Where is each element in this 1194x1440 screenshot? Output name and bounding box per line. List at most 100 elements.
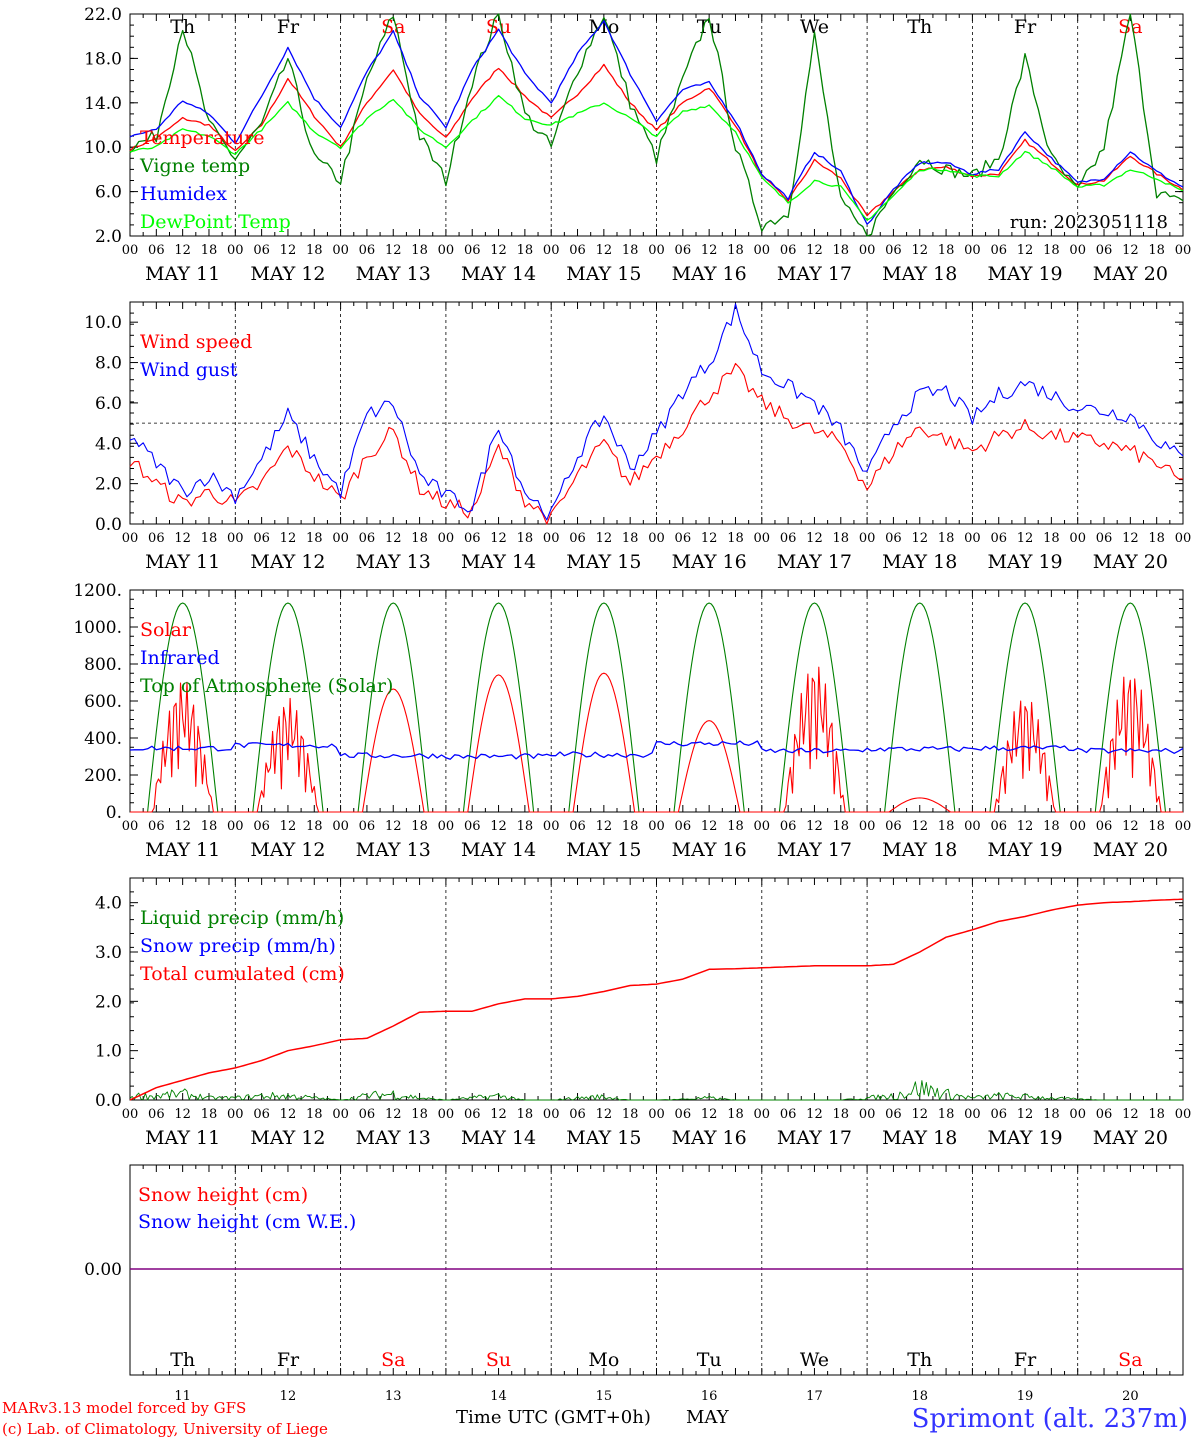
- weekday-label: Sa: [381, 16, 405, 38]
- date-label: MAY 15: [566, 839, 641, 861]
- hour-tick-label: 12: [806, 819, 823, 834]
- hour-tick-label: 12: [490, 531, 507, 546]
- date-label: MAY 20: [1093, 551, 1168, 573]
- hour-tick-label: 12: [911, 531, 928, 546]
- wind-y-tick-label: 10.0: [84, 313, 122, 333]
- hour-tick-label: 00: [648, 243, 665, 258]
- hour-tick-label: 12: [911, 243, 928, 258]
- weekday-label: We: [800, 1349, 829, 1371]
- hour-tick-label: 18: [201, 819, 218, 834]
- hour-tick-label: 00: [227, 819, 244, 834]
- hour-tick-label: 06: [885, 531, 902, 546]
- temperature-y-tick-label: 10.0: [84, 138, 122, 158]
- hour-tick-label: 18: [622, 531, 639, 546]
- hour-tick-label: 12: [596, 243, 613, 258]
- hour-tick-label: 00: [964, 531, 981, 546]
- date-label: MAY 15: [566, 551, 641, 573]
- run-annotation: run: 2023051118: [1010, 212, 1168, 233]
- temperature-series-line: [129, 63, 1184, 217]
- hour-tick-label: 06: [359, 819, 376, 834]
- hour-tick-label: 12: [385, 1107, 402, 1122]
- wind-series-line: [129, 362, 1184, 525]
- hour-tick-label: 00: [859, 531, 876, 546]
- hour-tick-label: 06: [464, 531, 481, 546]
- hour-tick-label: 06: [1096, 531, 1113, 546]
- weekday-label: Sa: [1118, 16, 1142, 38]
- date-label: MAY 17: [777, 551, 852, 573]
- hour-tick-label: 18: [833, 819, 850, 834]
- hour-tick-label: 18: [622, 1107, 639, 1122]
- day-number-label: 16: [701, 1389, 718, 1404]
- hour-tick-label: 06: [990, 243, 1007, 258]
- hour-tick-label: 00: [1175, 243, 1192, 258]
- date-label: MAY 18: [882, 551, 957, 573]
- credit-line: MARv3.13 model forced by GFS: [2, 1399, 246, 1417]
- hour-tick-label: 06: [569, 1107, 586, 1122]
- credit-line: (c) Lab. of Climatology, University of L…: [2, 1420, 328, 1438]
- hour-tick-label: 06: [569, 243, 586, 258]
- hour-tick-label: 12: [174, 819, 191, 834]
- date-label: MAY 20: [1093, 839, 1168, 861]
- hour-tick-label: 18: [1148, 243, 1165, 258]
- hour-tick-label: 12: [280, 1107, 297, 1122]
- hour-tick-label: 00: [543, 1107, 560, 1122]
- hour-tick-label: 18: [727, 243, 744, 258]
- hour-tick-label: 06: [464, 243, 481, 258]
- hour-tick-label: 06: [1096, 1107, 1113, 1122]
- date-label: MAY 14: [461, 551, 536, 573]
- hour-tick-label: 18: [1148, 531, 1165, 546]
- hour-tick-label: 06: [990, 531, 1007, 546]
- energy-legend-entry: Infrared: [140, 647, 220, 669]
- date-label: MAY 12: [250, 839, 325, 861]
- hour-tick-label: 06: [990, 1107, 1007, 1122]
- hour-tick-label: 00: [648, 819, 665, 834]
- liquid-precip-series-line: [129, 1080, 1183, 1101]
- date-label: MAY 12: [250, 1127, 325, 1149]
- hour-tick-label: 06: [148, 1107, 165, 1122]
- hour-tick-label: 00: [648, 1107, 665, 1122]
- hour-tick-label: 06: [885, 819, 902, 834]
- temperature-y-tick-label: 18.0: [84, 49, 122, 69]
- day-number-label: 20: [1122, 1389, 1139, 1404]
- date-label: MAY 12: [250, 263, 325, 285]
- hour-tick-label: 06: [990, 819, 1007, 834]
- hour-tick-label: 12: [911, 819, 928, 834]
- hour-tick-label: 12: [806, 1107, 823, 1122]
- hour-tick-label: 00: [543, 531, 560, 546]
- hour-tick-label: 06: [780, 243, 797, 258]
- date-label: MAY 14: [461, 1127, 536, 1149]
- hour-tick-label: 06: [885, 1107, 902, 1122]
- weekday-label: Su: [486, 1349, 511, 1371]
- hour-tick-label: 06: [148, 819, 165, 834]
- hour-tick-label: 00: [1069, 819, 1086, 834]
- hour-tick-label: 12: [490, 1107, 507, 1122]
- hour-tick-label: 18: [306, 243, 323, 258]
- hour-tick-label: 06: [253, 531, 270, 546]
- date-label: MAY 19: [987, 1127, 1062, 1149]
- hour-tick-label: 06: [675, 531, 692, 546]
- day-number-label: 15: [596, 1389, 613, 1404]
- weekday-label: Th: [907, 1349, 932, 1371]
- date-label: MAY 16: [672, 1127, 747, 1149]
- date-label: MAY 13: [356, 263, 431, 285]
- day-number-label: 12: [280, 1389, 297, 1404]
- energy-y-tick-label: 600.: [84, 692, 122, 712]
- hour-tick-label: 18: [727, 819, 744, 834]
- hour-tick-label: 00: [1069, 531, 1086, 546]
- hour-tick-label: 00: [1069, 1107, 1086, 1122]
- weekday-label: Tu: [697, 1349, 722, 1371]
- hour-tick-label: 06: [1096, 819, 1113, 834]
- wind-y-tick-label: 8.0: [95, 354, 122, 374]
- hour-tick-label: 00: [859, 243, 876, 258]
- hour-tick-label: 00: [332, 819, 349, 834]
- hour-tick-label: 00: [754, 531, 771, 546]
- date-label: MAY 15: [566, 263, 641, 285]
- hour-tick-label: 00: [332, 531, 349, 546]
- precip-legend-entry: Liquid precip (mm/h): [140, 907, 344, 929]
- hour-tick-label: 12: [1122, 243, 1139, 258]
- hour-tick-label: 00: [122, 1107, 139, 1122]
- date-label: MAY 16: [672, 263, 747, 285]
- weekday-label: Th: [170, 1349, 195, 1371]
- weekday-label: Su: [486, 16, 511, 38]
- hour-tick-label: 12: [1017, 531, 1034, 546]
